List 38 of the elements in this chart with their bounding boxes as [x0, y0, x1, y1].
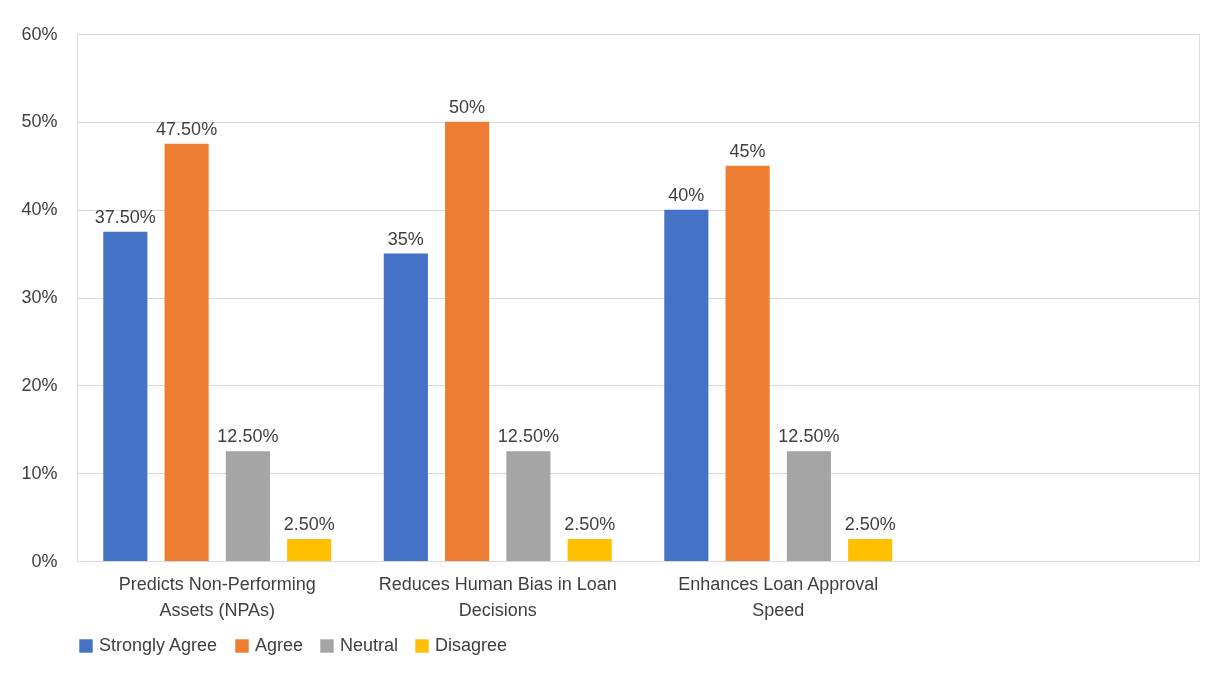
bar	[287, 539, 332, 561]
data-label: 40%	[668, 184, 705, 205]
bar	[383, 253, 428, 561]
y-tick-label: 30%	[21, 287, 58, 307]
y-tick-label: 0%	[31, 550, 58, 571]
bar	[164, 143, 209, 561]
data-label: 50%	[449, 96, 486, 117]
bar	[848, 539, 893, 561]
data-label: 45%	[729, 140, 766, 161]
legend-label: Agree	[255, 635, 304, 655]
data-label: 35%	[387, 228, 424, 249]
bar	[103, 231, 148, 561]
legend-label: Strongly Agree	[99, 635, 218, 655]
bar	[786, 451, 831, 561]
legend-label: Neutral	[340, 635, 399, 655]
data-label: 2.50%	[844, 514, 896, 535]
data-label: 2.50%	[564, 514, 616, 535]
bar	[567, 539, 612, 561]
x-tick-label: Enhances Loan Approval Speed	[678, 573, 879, 620]
x-tick-label: Reduces Human Bias in Loan Decisions	[378, 573, 617, 620]
legend-label: Disagree	[435, 635, 508, 655]
bar	[664, 209, 709, 561]
y-tick-label: 10%	[21, 462, 58, 483]
bar	[445, 121, 490, 561]
bar	[506, 451, 551, 561]
data-label: 37.50%	[94, 206, 156, 227]
y-tick-label: 40%	[21, 199, 58, 220]
bar	[725, 165, 770, 561]
data-label: 12.50%	[778, 426, 840, 447]
bar	[225, 451, 270, 561]
y-tick-label: 50%	[21, 111, 58, 132]
data-label: 2.50%	[283, 514, 335, 535]
data-label: 47.50%	[156, 118, 218, 139]
y-tick-label: 60%	[21, 23, 58, 44]
data-label: 12.50%	[217, 426, 279, 447]
x-tick-label: Predicts Non-Performing Assets (NPAs)	[118, 573, 316, 620]
data-label: 12.50%	[497, 426, 559, 447]
y-tick-label: 20%	[21, 374, 58, 395]
